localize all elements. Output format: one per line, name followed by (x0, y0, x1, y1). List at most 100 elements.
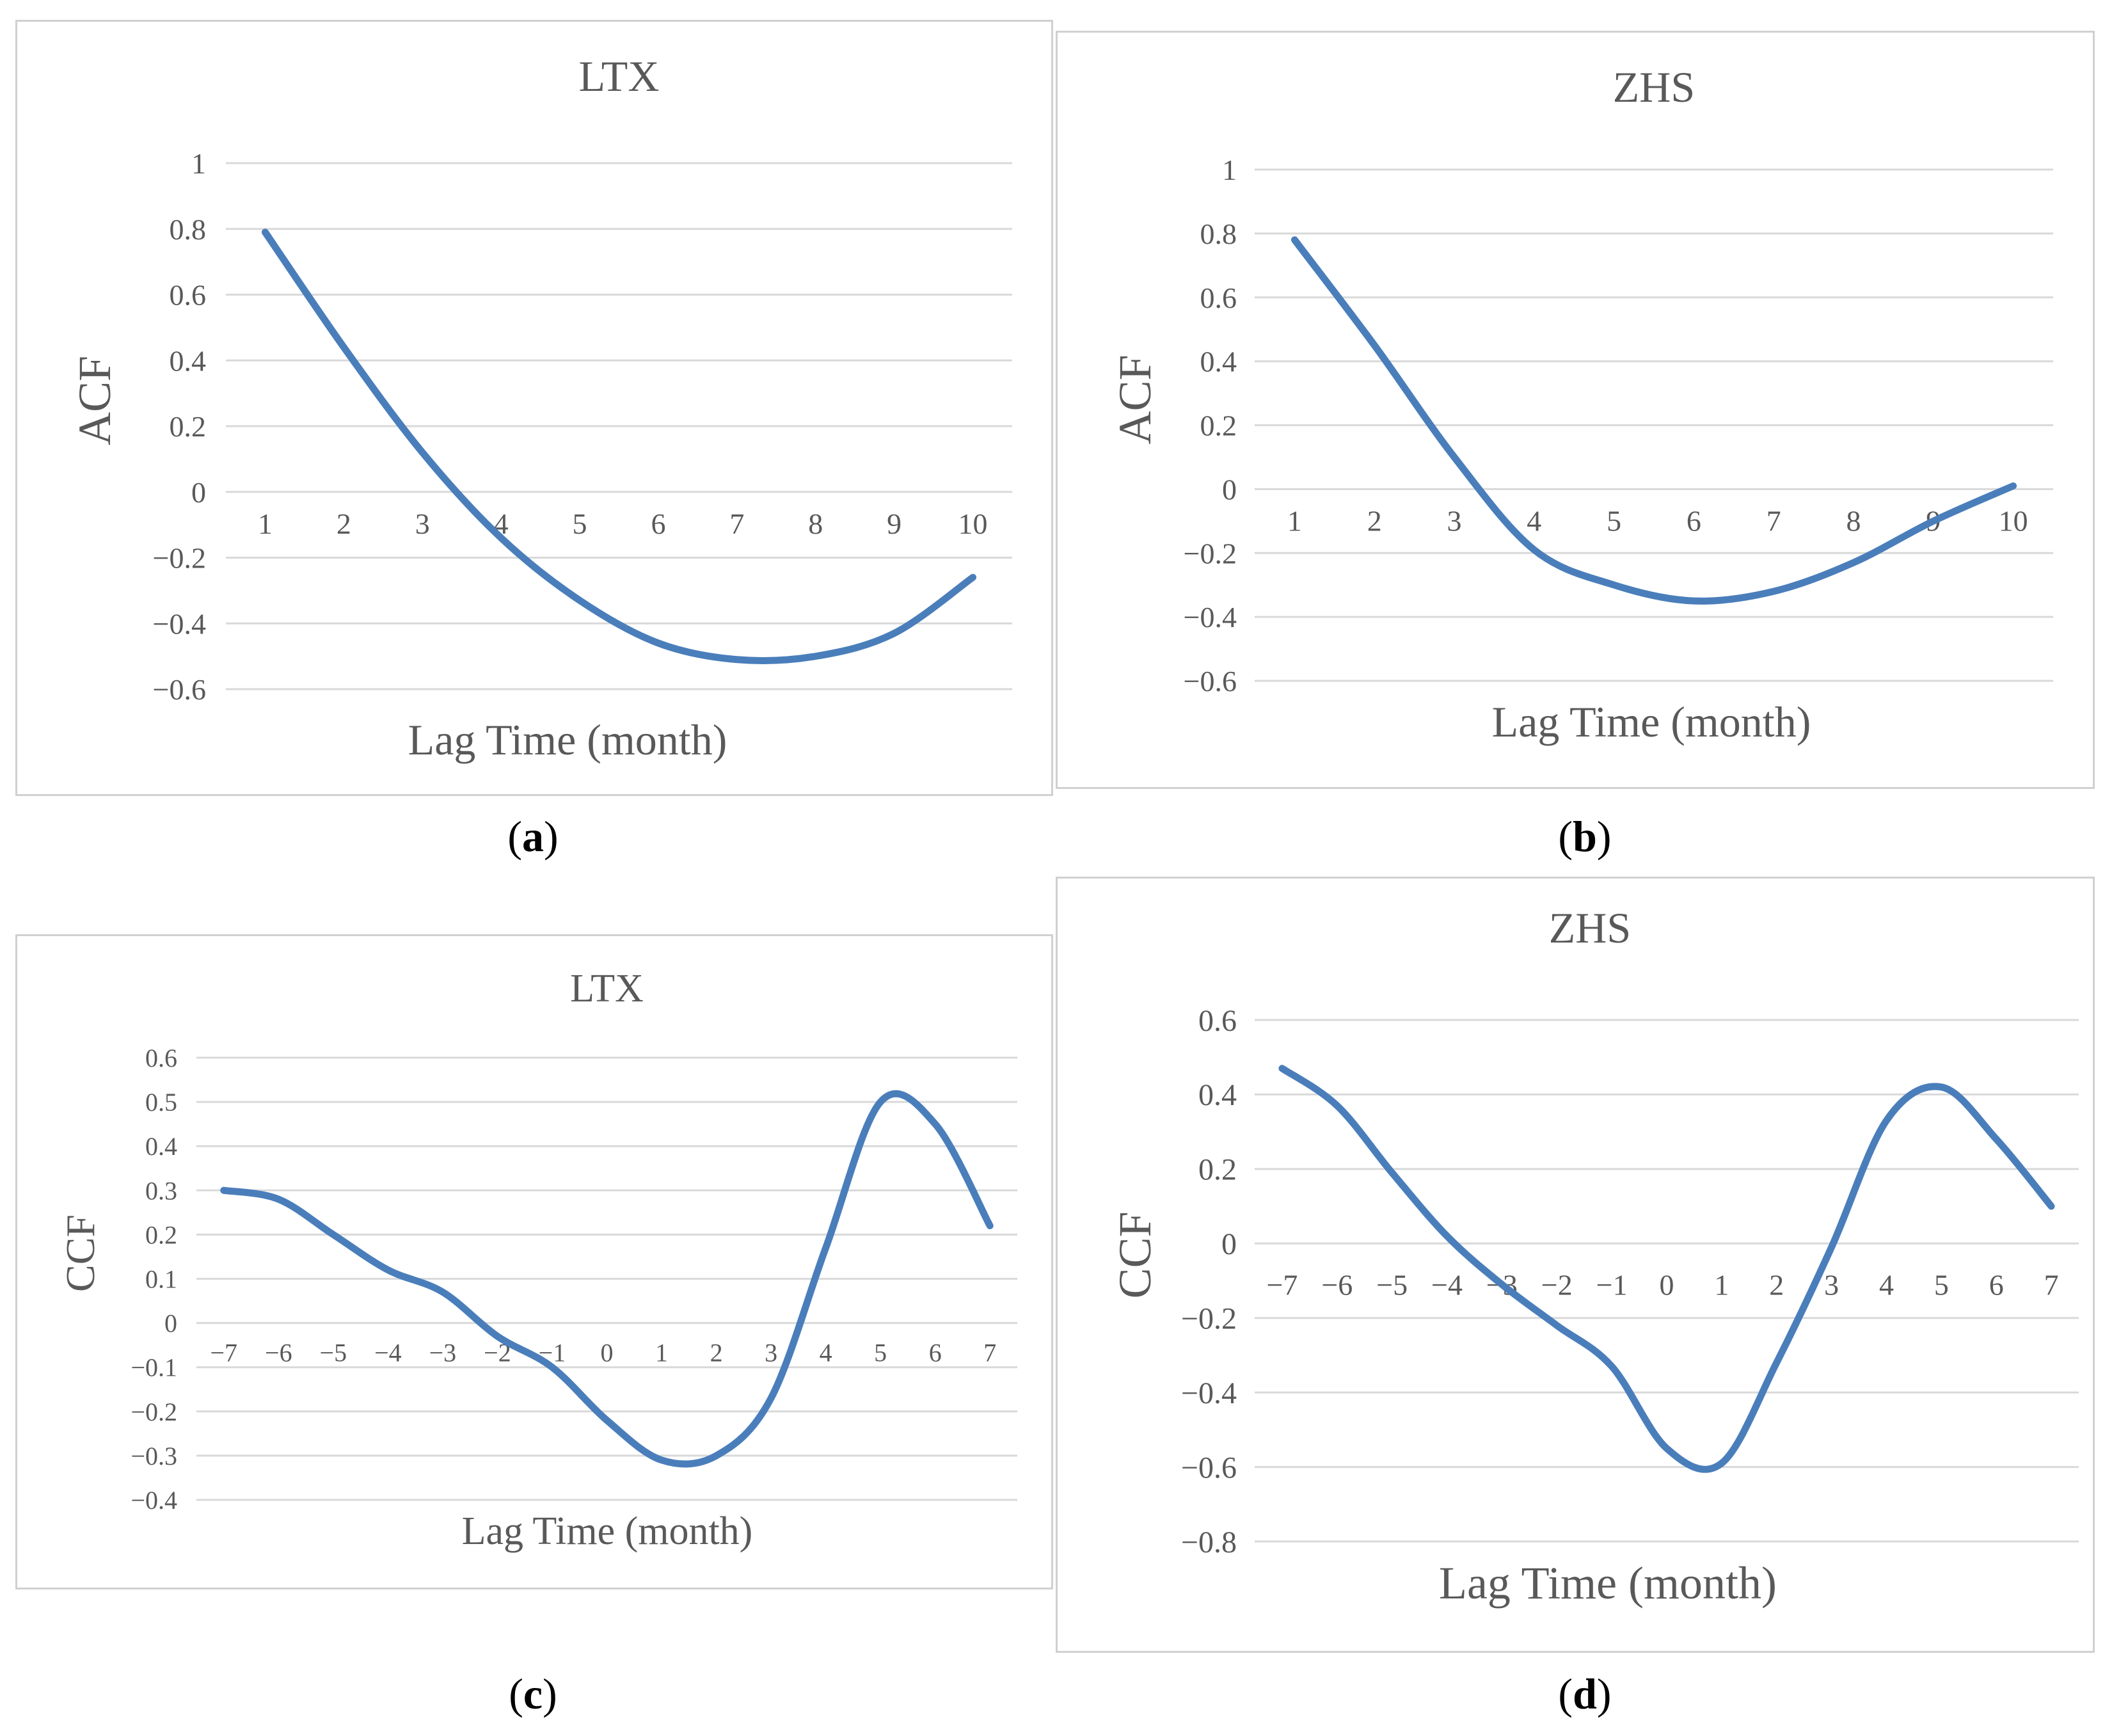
data-point (1556, 1325, 1557, 1326)
x-category-label: 3 (765, 1339, 777, 1367)
data-point (716, 1455, 717, 1456)
y-tick-label: 0.6 (145, 1044, 177, 1072)
x-category-label: 0 (601, 1339, 614, 1367)
data-point (1337, 1105, 1338, 1106)
y-tick-label: 0 (191, 476, 206, 509)
x-category-label: 2 (1367, 504, 1382, 537)
y-tick-label: 0 (164, 1309, 177, 1338)
data-point (935, 1124, 936, 1125)
x-category-label: −7 (210, 1339, 237, 1367)
y-tick-label: 0.1 (145, 1265, 177, 1294)
x-category-label: 9 (887, 507, 901, 540)
y-tick-label: −0.6 (1181, 1451, 1237, 1485)
x-category-label: 7 (729, 507, 744, 540)
chart-panel-d: ZHS 0.6 0.4 0.2 0 −0.2 −0.4 −0.6 −0.8 −7 −6 −5 −4 −3−… (1056, 877, 2095, 1653)
data-point (1776, 1362, 1777, 1364)
data-point (2051, 1206, 2052, 1207)
data-point (1294, 239, 1295, 241)
data-point (1611, 1366, 1612, 1367)
y-tick-label: 0.4 (145, 1132, 177, 1161)
data-point (1501, 1284, 1502, 1285)
data-point (736, 659, 738, 660)
x-category-label: 7 (1767, 504, 1781, 537)
data-point (1773, 591, 1774, 592)
y-tick-label: 0 (1221, 1227, 1237, 1261)
data-point (223, 1190, 225, 1191)
data-point (2013, 485, 2014, 486)
data-point (1392, 1172, 1393, 1174)
y-tick-label: −0.4 (1181, 1376, 1237, 1410)
data-point (815, 656, 816, 657)
x-category-label: 1 (258, 507, 273, 540)
x-category-label: −2 (1541, 1268, 1573, 1301)
caption-a: (a) (507, 812, 559, 861)
data-point (989, 1225, 990, 1227)
data-point (422, 452, 423, 453)
data-point (1853, 562, 1854, 563)
x-axis-title: Lag Time (month) (462, 1509, 753, 1553)
y-tick-label: −0.2 (131, 1398, 177, 1426)
x-category-label: 0 (1660, 1268, 1674, 1301)
y-axis-title: CCF (1109, 1211, 1161, 1298)
data-point (496, 1335, 498, 1337)
x-category-label: 5 (1934, 1268, 1949, 1301)
y-tick-label: −0.2 (1181, 1302, 1237, 1336)
x-category-label: 4 (1879, 1268, 1894, 1301)
y-tick-label: −0.8 (1181, 1525, 1237, 1559)
x-category-label: 10 (1999, 504, 2028, 537)
x-category-label: 5 (1607, 504, 1621, 537)
y-tick-label: −0.4 (1184, 601, 1237, 633)
x-category-label: −5 (1376, 1268, 1408, 1301)
x-category-label: 6 (1989, 1268, 2004, 1301)
y-tick-label: 0.5 (145, 1088, 177, 1117)
y-tick-label: −0.4 (131, 1486, 177, 1515)
y-tick-label: 0.4 (170, 344, 207, 377)
data-point (880, 1101, 881, 1103)
data-point (264, 232, 266, 233)
y-tick-label: 0.4 (1198, 1078, 1237, 1112)
caption-b: (b) (1558, 812, 1612, 861)
data-point (579, 600, 580, 601)
x-category-label: −4 (1431, 1268, 1463, 1301)
series-line (1278, 1065, 2055, 1473)
x-category-label: 7 (983, 1339, 996, 1367)
y-tick-label: 0.6 (1198, 1004, 1237, 1038)
x-category-label: 2 (1769, 1268, 1784, 1301)
y-tick-label: 0.8 (170, 213, 207, 246)
x-category-label: −4 (374, 1339, 402, 1367)
y-tick-label: 0.2 (1200, 410, 1237, 442)
x-category-label: 10 (958, 507, 988, 540)
data-point (1996, 1138, 1997, 1140)
caption-c: (c) (509, 1669, 557, 1718)
x-category-label: 1 (1287, 504, 1302, 537)
data-point (1454, 456, 1455, 458)
data-point (894, 633, 895, 634)
data-point (1374, 345, 1375, 346)
y-tick-label: 0.8 (1200, 218, 1237, 250)
x-category-label: 8 (1846, 504, 1861, 537)
data-point (1282, 1068, 1283, 1069)
chart-title: LTX (579, 52, 660, 100)
x-category-label: 2 (710, 1339, 723, 1367)
y-tick-label: −0.2 (153, 542, 206, 575)
data-point (825, 1247, 827, 1248)
data-point (973, 577, 974, 578)
y-tick-label: 0.6 (1200, 282, 1237, 314)
y-tick-label: 1 (1222, 154, 1237, 186)
data-point (661, 1460, 662, 1461)
x-category-label: 1 (1714, 1268, 1729, 1301)
data-point (1886, 1120, 1887, 1121)
x-category-label: 7 (2044, 1268, 2059, 1301)
data-point (552, 1367, 553, 1368)
data-point (500, 538, 502, 539)
y-axis-title: ACF (1109, 354, 1161, 444)
x-axis-title: Lag Time (month) (1492, 697, 1811, 746)
x-category-label: 6 (929, 1339, 942, 1367)
x-category-label: 8 (808, 507, 823, 540)
y-tick-label: 0 (1222, 473, 1237, 506)
y-tick-label: −0.3 (131, 1442, 177, 1470)
x-category-label: −6 (265, 1339, 292, 1367)
x-category-label: 6 (651, 507, 665, 540)
chart-panel-c: LTX 0.6 0.5 0.4 0.3 0.2 0.1 0 −0.1 −0.2 −0.3 −0.4 −7… (15, 934, 1053, 1589)
